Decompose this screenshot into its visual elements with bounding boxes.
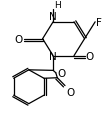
Text: N: N bbox=[49, 12, 56, 22]
Text: O: O bbox=[57, 68, 65, 78]
Text: N: N bbox=[49, 51, 56, 61]
Text: O: O bbox=[66, 87, 74, 97]
Text: O: O bbox=[85, 51, 93, 61]
Text: H: H bbox=[53, 1, 60, 10]
Text: O: O bbox=[14, 34, 22, 44]
Text: F: F bbox=[95, 18, 101, 28]
